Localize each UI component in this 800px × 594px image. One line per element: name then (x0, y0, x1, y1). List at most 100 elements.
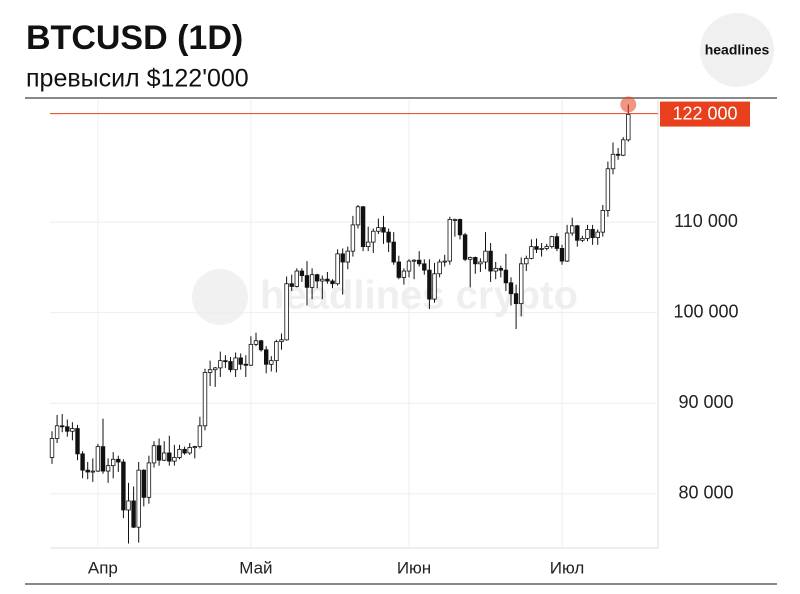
candle-body (116, 458, 121, 463)
candle-body (85, 469, 90, 473)
candle-body (355, 206, 361, 226)
candle-body (473, 257, 478, 265)
candle-body (161, 452, 167, 461)
candle-body (610, 153, 616, 170)
candle-body (585, 229, 590, 239)
candle-body (60, 425, 65, 428)
candle-body (202, 372, 208, 427)
candle-body (248, 343, 254, 366)
candle-body (126, 500, 131, 511)
candle-body (80, 453, 85, 471)
price-label-box (660, 101, 750, 127)
candle-body (156, 445, 162, 461)
candle-body (626, 114, 631, 141)
candle-body (483, 250, 488, 263)
candle-body (478, 261, 483, 265)
candle-body (580, 238, 585, 241)
candle-body (600, 210, 605, 233)
candle-body (294, 270, 299, 287)
candle-body (182, 448, 187, 454)
y-tick-label: 100 000 (673, 301, 738, 321)
candle-body (442, 260, 447, 263)
candle-body (529, 246, 534, 259)
candle-body (90, 470, 95, 473)
candle-body (151, 445, 157, 464)
candle-body (437, 261, 442, 275)
candle-body (559, 248, 565, 262)
candle-body (131, 500, 136, 528)
candle-body (544, 246, 549, 249)
candle-body (212, 367, 218, 371)
chart-title: BTCUSD (1D) (26, 19, 243, 57)
candle-body (447, 219, 452, 262)
candle-body (95, 446, 101, 472)
candle-body (75, 428, 80, 455)
logo: headlines (705, 42, 770, 58)
candle-body (570, 225, 575, 234)
candle-body (223, 360, 228, 363)
candle-body (350, 224, 356, 252)
candle-body (274, 341, 279, 362)
candle-body (218, 360, 223, 369)
candle-body (314, 274, 320, 282)
y-tick-label: 110 000 (674, 211, 738, 231)
candle-body (493, 267, 498, 272)
candle-body (233, 357, 238, 371)
x-tick-label: Июн (397, 558, 431, 577)
candle-body (330, 280, 335, 285)
candle-body (508, 282, 514, 295)
candle-body (396, 261, 401, 278)
candle-body (335, 253, 340, 285)
candle-body (269, 360, 274, 365)
candle-body (192, 446, 197, 449)
candle-body (111, 458, 116, 467)
price-label: 122 000 (672, 103, 737, 123)
candle-body (100, 446, 106, 472)
candle-body (228, 361, 233, 371)
candle-body (172, 457, 177, 462)
candle-body (146, 462, 152, 498)
candle-body (279, 339, 284, 343)
y-tick-label: 90 000 (678, 392, 733, 412)
candle-body (615, 153, 621, 156)
candle-body (49, 438, 55, 458)
logo-circle (700, 13, 774, 87)
candle-body (462, 234, 468, 260)
candle-body (503, 269, 509, 284)
candle-body (457, 219, 463, 236)
candle-body (432, 273, 437, 300)
chart-subtitle: превысил $122'000 (26, 65, 249, 93)
candle-body (243, 363, 248, 366)
candle-body (263, 349, 269, 365)
candle-body (304, 275, 310, 288)
last-price-dot (620, 96, 637, 113)
candle-body (325, 278, 330, 282)
candle-body (452, 219, 458, 221)
candle-body (167, 452, 172, 462)
candle-body (524, 257, 529, 265)
watermark-icon (192, 269, 248, 325)
candle-body (590, 229, 595, 238)
candle-body (416, 259, 422, 265)
candle-body (376, 227, 381, 232)
candle-body (70, 428, 75, 432)
candle-body (187, 447, 192, 454)
candle-body (519, 263, 524, 305)
candle-body (177, 448, 182, 458)
candle-body (488, 250, 493, 272)
candle-body (65, 426, 70, 432)
candle-body (258, 340, 264, 351)
candle-body (549, 236, 554, 248)
candle-body (141, 469, 146, 498)
candle-body (422, 263, 427, 271)
candle-body (391, 241, 396, 263)
candle-body (238, 357, 243, 365)
candle-body (253, 340, 259, 345)
candle-body (360, 206, 366, 248)
candle-body (575, 225, 580, 241)
candle-body (207, 369, 213, 373)
candle-body (371, 230, 376, 243)
candle-body (534, 246, 539, 250)
candle-body (621, 139, 626, 156)
